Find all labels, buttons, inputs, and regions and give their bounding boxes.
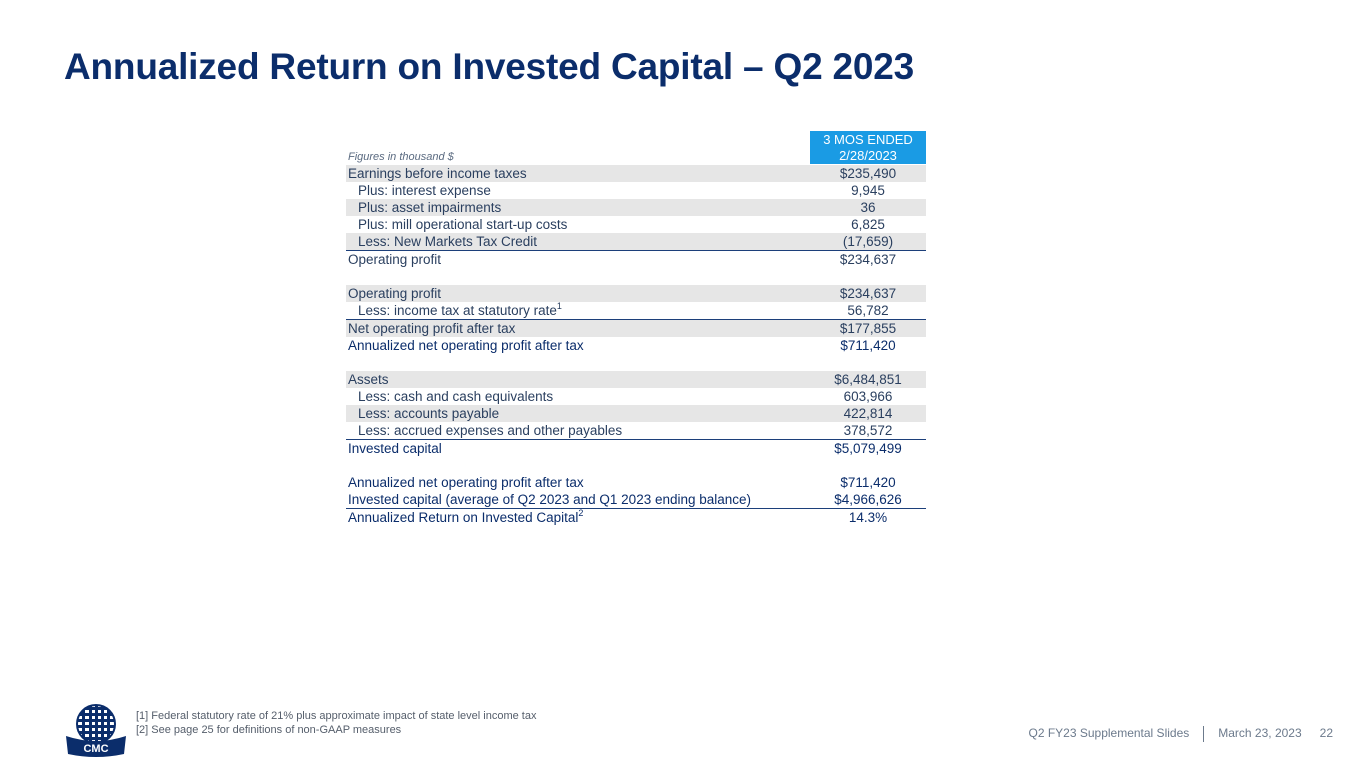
table-row: Invested capital $5,079,499 [346, 439, 926, 457]
table-row: Annualized net operating profit after ta… [346, 337, 926, 354]
footer-divider [1203, 726, 1205, 742]
row-label: Less: cash and cash equivalents [358, 389, 554, 404]
row-label: Less: New Markets Tax Credit [358, 234, 538, 249]
cmc-logo: CMC [62, 702, 130, 758]
row-label: Invested capital [348, 441, 442, 456]
table-row: Less: New Markets Tax Credit (17,659) [346, 233, 926, 250]
table-row: Net operating profit after tax $177,855 [346, 319, 926, 337]
page-number: 22 [1319, 726, 1333, 741]
globe-icon: CMC [66, 704, 126, 757]
footnote-1: [1] Federal statutory rate of 21% plus a… [136, 710, 537, 722]
row-label: Invested capital (average of Q2 2023 and… [348, 492, 752, 507]
table-row: Annualized net operating profit after ta… [346, 474, 926, 491]
row-value: $234,637 [839, 252, 897, 267]
row-label: Annualized net operating profit after ta… [348, 475, 584, 490]
row-value: $4,966,626 [834, 492, 902, 507]
table-row: Earnings before income taxes $235,490 [346, 165, 926, 182]
table-row: Less: income tax at statutory rate1 56,7… [346, 300, 926, 319]
row-label: Earnings before income taxes [348, 166, 527, 181]
row-label: Less: accounts payable [358, 406, 500, 421]
column-header: 3 MOS ENDED 2/28/2023 [810, 131, 926, 164]
roic-table: Figures in thousand $ 3 MOS ENDED 2/28/2… [346, 131, 926, 526]
row-value: 378,572 [843, 423, 893, 438]
table-spacer [346, 354, 926, 371]
row-value: $234,637 [839, 286, 897, 301]
row-value: $235,490 [839, 166, 897, 181]
row-label: Annualized net operating profit after ta… [348, 338, 584, 353]
footnote-marker: 2 [578, 507, 584, 518]
column-header-period: 3 MOS ENDED [823, 132, 913, 147]
row-value: $711,420 [840, 338, 896, 353]
page-title: Annualized Return on Invested Capital – … [64, 46, 915, 87]
table-row: Less: accrued expenses and other payable… [346, 422, 926, 439]
row-value: $177,855 [839, 321, 897, 336]
row-label: Operating profit [348, 252, 442, 267]
table-row: Less: accounts payable 422,814 [346, 405, 926, 422]
deck-name: Q2 FY23 Supplemental Slides [1028, 726, 1190, 741]
footnote-marker: 1 [556, 300, 562, 311]
footnote-2: [2] See page 25 for definitions of non-G… [136, 724, 402, 736]
row-value: 603,966 [843, 389, 893, 404]
table-row: Plus: interest expense 9,945 [346, 182, 926, 199]
row-label: Annualized Return on Invested Capital2 [348, 507, 584, 526]
table-header: Figures in thousand $ 3 MOS ENDED 2/28/2… [346, 131, 926, 165]
row-label: Net operating profit after tax [348, 321, 516, 336]
column-header-date: 2/28/2023 [839, 147, 897, 163]
row-label: Operating profit [348, 286, 442, 301]
table-row: Annualized Return on Invested Capital2 1… [346, 508, 926, 526]
row-value: 14.3% [848, 510, 888, 525]
row-label-text: Less: income tax at statutory rate [358, 303, 557, 318]
logo-text: CMC [83, 743, 108, 755]
row-label: Less: accrued expenses and other payable… [358, 423, 623, 438]
row-label: Plus: mill operational start-up costs [358, 217, 568, 232]
table-row: Operating profit $234,637 [346, 250, 926, 268]
row-label: Plus: interest expense [358, 183, 491, 198]
row-value: 422,814 [843, 406, 893, 421]
row-label-text: Annualized Return on Invested Capital [348, 510, 579, 525]
table-row: Plus: asset impairments 36 [346, 199, 926, 216]
row-value: $5,079,499 [834, 441, 902, 456]
slide-footer: Q2 FY23 Supplemental Slides March 23, 202… [1028, 726, 1333, 742]
table-row: Operating profit $234,637 [346, 285, 926, 302]
row-label: Assets [348, 372, 389, 387]
units-note: Figures in thousand $ [348, 151, 454, 163]
table-row: Plus: mill operational start-up costs 6,… [346, 216, 926, 233]
deck-date: March 23, 2023 [1218, 726, 1302, 741]
table-spacer [346, 268, 926, 285]
row-value: (17,659) [842, 234, 894, 249]
table-row: Assets $6,484,851 [346, 371, 926, 388]
row-value: 56,782 [847, 303, 889, 318]
row-label: Less: income tax at statutory rate1 [358, 300, 562, 319]
table-row: Invested capital (average of Q2 2023 and… [346, 491, 926, 508]
table-spacer [346, 457, 926, 474]
row-label: Plus: asset impairments [358, 200, 502, 215]
row-value: 9,945 [851, 183, 885, 198]
table-row: Less: cash and cash equivalents 603,966 [346, 388, 926, 405]
row-value: 36 [860, 200, 876, 215]
row-value: 6,825 [851, 217, 885, 232]
footnotes: [1] Federal statutory rate of 21% plus a… [136, 709, 536, 737]
row-value: $6,484,851 [834, 372, 902, 387]
row-value: $711,420 [840, 475, 896, 490]
